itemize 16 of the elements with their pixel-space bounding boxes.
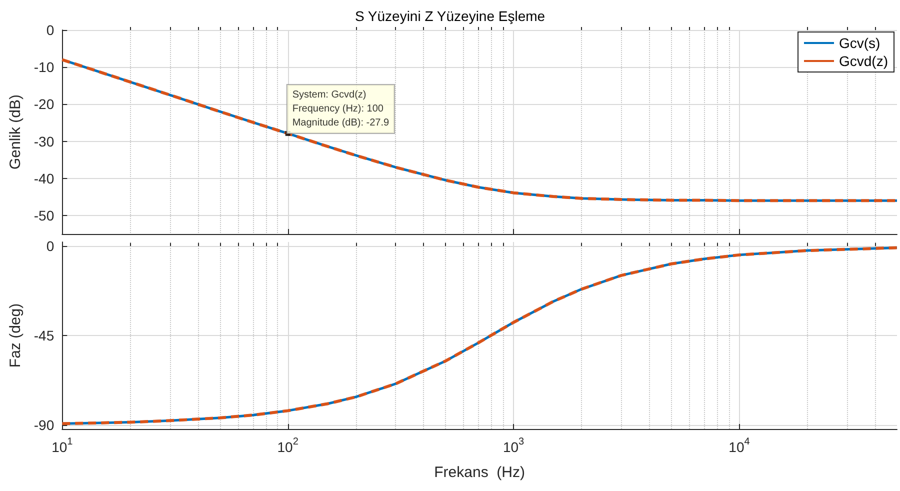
y-axis-title: Faz (deg) [7,303,24,368]
x-axis-title: Frekans (Hz) [434,464,525,481]
legend-label: Gcvd(z) [839,53,888,69]
y-tick-label: -90 [34,417,54,434]
y-tick-label: -50 [34,207,54,224]
annotation: System: Gcvd(z) Frequency (Hz): 100 Magnitude (dB): -27.9 [292,89,390,128]
chart-title: S Yüzeyini Z Yüzeyine Eşleme [354,8,546,24]
y-tick-label: 0 [46,238,54,254]
y-tick-label: 0 [46,22,54,38]
y-tick-label: -20 [34,96,54,112]
y-axis-title: Genlik (dB) [7,94,24,170]
y-tick-label: -30 [34,133,54,150]
y-tick-label: -10 [34,59,54,76]
legend-label: Gcv(s) [839,35,880,51]
y-tick-label: -45 [34,328,54,344]
y-tick-label: -40 [34,170,54,186]
